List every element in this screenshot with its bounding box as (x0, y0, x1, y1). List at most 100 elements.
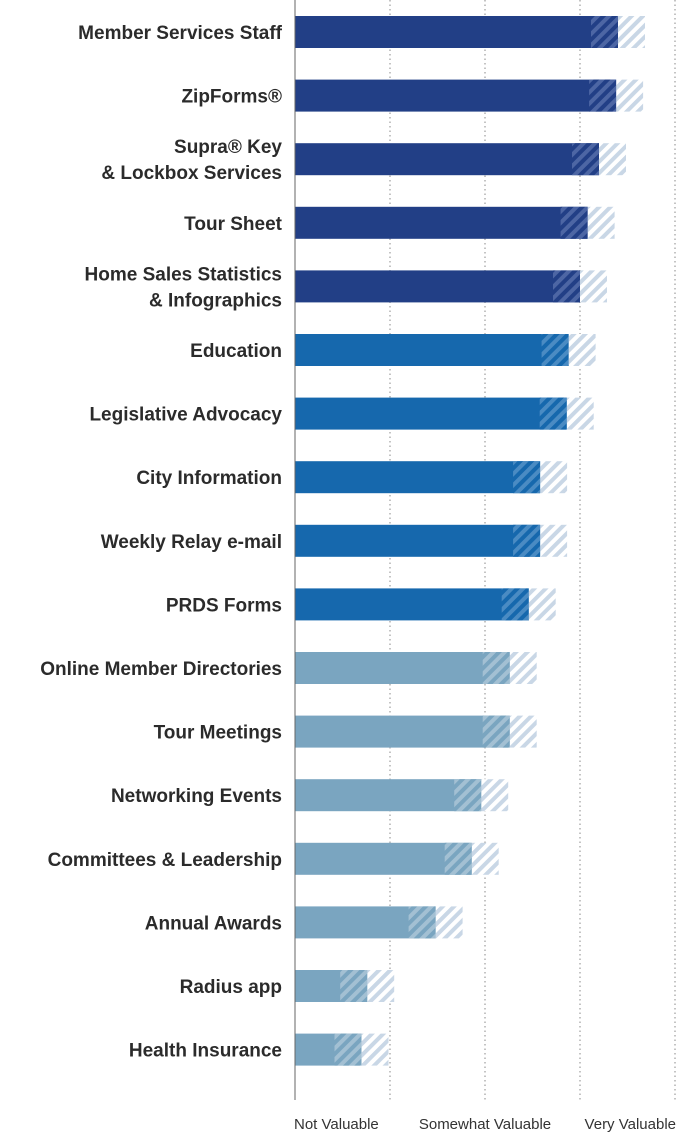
category-label: Health Insurance (129, 1041, 282, 1062)
x-tick-label: Very Valuable (585, 1116, 676, 1133)
category-label-line: PRDS Forms (166, 595, 282, 616)
bar-group (295, 906, 463, 939)
category-label-line: Legislative Advocacy (89, 405, 282, 426)
category-label-line: Supra® Key (174, 137, 282, 158)
category-label: Member Services Staff (78, 23, 282, 44)
category-label-line: Education (190, 341, 282, 362)
bar (295, 270, 580, 303)
bar (295, 652, 510, 684)
category-label: ZipForms® (181, 87, 282, 108)
category-label: Supra® Key & Lockbox Services (101, 137, 282, 184)
category-label: Weekly Relay e-mail (101, 532, 282, 553)
category-label-line: ZipForms® (181, 87, 282, 108)
bar-hatch-extension (367, 970, 395, 1002)
bar (295, 16, 618, 48)
bar-hatch-tip (553, 270, 580, 303)
bar-group (295, 397, 594, 430)
bar-hatch-tip (572, 143, 599, 176)
bars (295, 16, 645, 1066)
x-tick-label: Somewhat Valuable (419, 1116, 551, 1133)
bar-hatch-tip (454, 779, 482, 812)
bar-group (295, 588, 556, 621)
bar-hatch-extension (435, 906, 463, 939)
category-label: City Information (136, 468, 282, 489)
category-label-line: Health Insurance (129, 1041, 282, 1062)
bar-hatch-extension (566, 397, 594, 430)
bar-hatch-extension (481, 779, 509, 812)
bar-hatch-extension (616, 79, 644, 112)
bar-hatch-tip (408, 906, 436, 939)
category-label: Committees & Leadership (48, 850, 282, 871)
bar-hatch-extension (618, 16, 645, 48)
bar-hatch-extension (509, 652, 537, 684)
bar-hatch-tip (444, 842, 472, 875)
category-label: Education (190, 341, 282, 362)
bar-group (295, 270, 607, 303)
bar (295, 779, 482, 812)
bar-group (295, 206, 615, 239)
bar-hatch-extension (587, 206, 615, 239)
bar-hatch-tip (589, 79, 617, 112)
category-label: Tour Meetings (154, 723, 282, 744)
x-tick-label: Not Valuable (294, 1116, 379, 1133)
bar-group (295, 334, 596, 366)
bar (295, 842, 472, 875)
x-axis: Not Valuable Somewhat Valuable Very Valuab… (294, 0, 676, 1133)
category-label-line: Committees & Leadership (48, 850, 282, 871)
bar-group (295, 143, 626, 176)
category-label-line: Member Services Staff (78, 23, 282, 44)
category-label: Home Sales Statistics & Infographics (85, 264, 282, 311)
bar-hatch-extension (361, 1033, 389, 1066)
category-labels: Member Services Staff ZipForms® Supra® Key… (40, 23, 282, 1062)
bar-hatch-tip (513, 524, 541, 557)
bar-group (295, 970, 395, 1002)
bar-group (295, 1033, 389, 1066)
category-label: Online Member Directories (40, 659, 282, 680)
bar-group (295, 524, 568, 557)
bar-group (295, 779, 509, 812)
bar (295, 79, 617, 112)
bar (295, 206, 588, 239)
category-label-line: Tour Meetings (154, 723, 282, 744)
bar (295, 588, 529, 621)
bar-group (295, 652, 537, 684)
bar (295, 334, 569, 366)
bar-hatch-tip (482, 652, 510, 684)
bar-hatch-extension (471, 842, 499, 875)
category-label-line: & Lockbox Services (101, 163, 282, 184)
category-label: Tour Sheet (184, 214, 282, 235)
bar (295, 715, 510, 748)
category-label-line: Online Member Directories (40, 659, 282, 680)
bar (295, 143, 599, 176)
bar-hatch-tip (482, 715, 510, 748)
category-label: Radius app (180, 977, 282, 998)
category-label-line: Tour Sheet (184, 214, 282, 235)
category-label: Networking Events (111, 786, 282, 807)
bar-hatch-tip (340, 970, 368, 1002)
bar-group (295, 16, 645, 48)
bar-hatch-tip (513, 461, 541, 494)
bar-hatch-extension (568, 334, 596, 366)
bar-group (295, 79, 644, 112)
bar-hatch-extension (509, 715, 537, 748)
category-label-line: City Information (136, 468, 282, 489)
bar-hatch-extension (528, 588, 556, 621)
bar-hatch-extension (580, 270, 607, 303)
category-label-line: Radius app (180, 977, 282, 998)
bar-hatch-extension (540, 461, 568, 494)
bar (295, 461, 541, 494)
bar-group (295, 715, 537, 748)
bar-hatch-extension (599, 143, 626, 176)
category-label: PRDS Forms (166, 595, 282, 616)
category-label-line: Weekly Relay e-mail (101, 532, 282, 553)
category-label: Legislative Advocacy (89, 405, 282, 426)
category-label-line: & Infographics (149, 290, 282, 311)
bar-group (295, 461, 568, 494)
bar-hatch-tip (541, 334, 569, 366)
bar (295, 397, 567, 430)
category-label-line: Home Sales Statistics (85, 264, 282, 285)
bar-hatch-tip (539, 397, 567, 430)
bar-hatch-tip (501, 588, 529, 621)
bar-hatch-tip (334, 1033, 362, 1066)
